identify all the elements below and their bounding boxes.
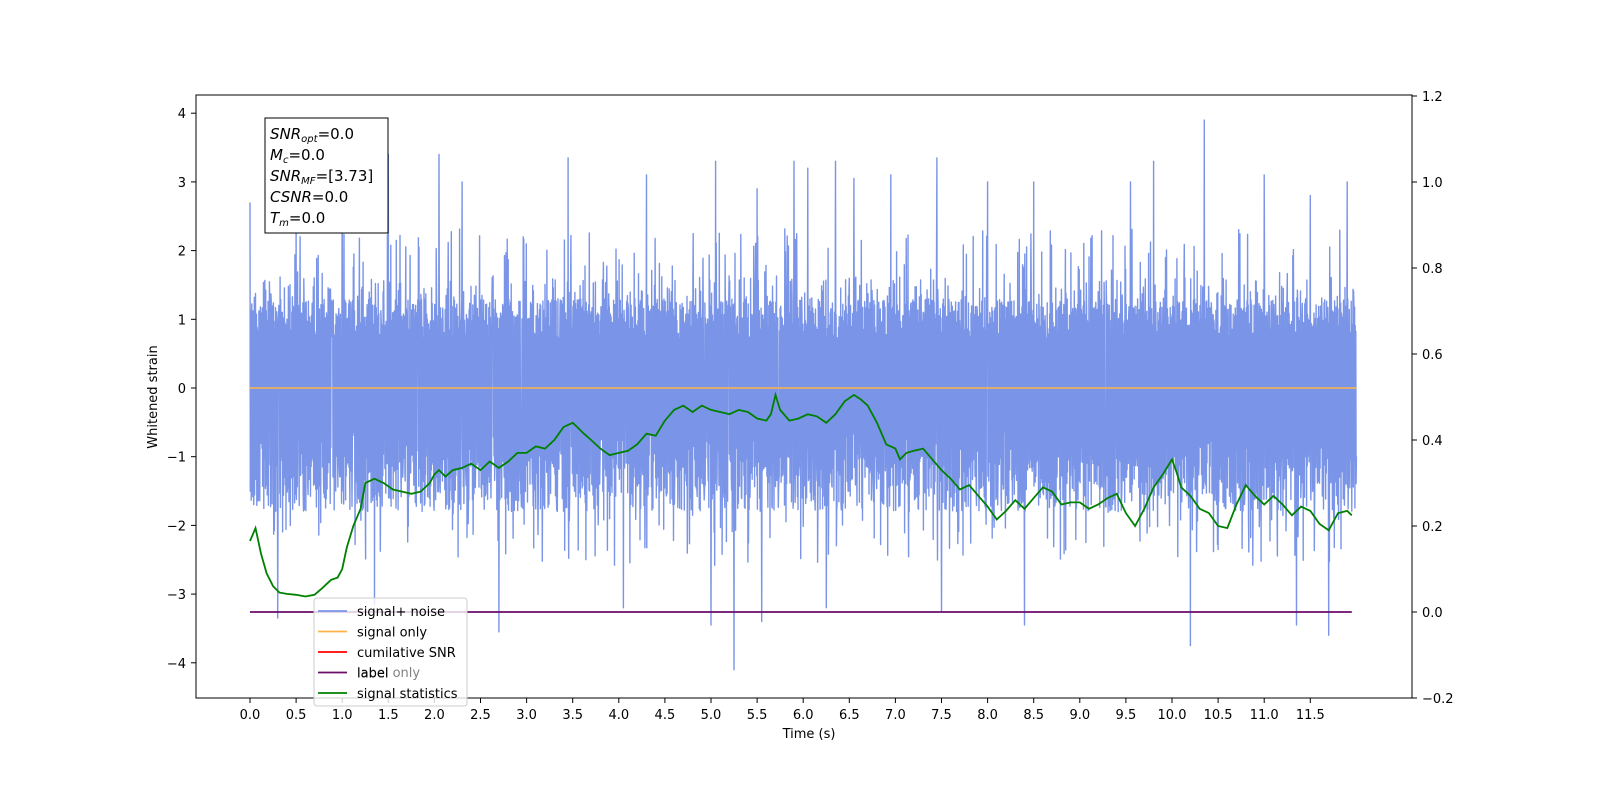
info-line: CSNR=0.0: [270, 188, 348, 206]
series-signal-noise: [249, 119, 1358, 671]
y-left-tick-label: −2: [167, 519, 186, 534]
x-tick-label: 9.5: [1116, 708, 1137, 723]
y-right-tick-label: 1.2: [1422, 90, 1443, 105]
legend-entry: signal statistics: [357, 687, 458, 702]
x-tick-label: 11.5: [1296, 708, 1325, 723]
x-tick-label: 1.0: [332, 708, 353, 723]
x-tick-label: 7.5: [931, 708, 952, 723]
legend-entry: signal only: [357, 626, 427, 641]
y-left-tick-label: −3: [167, 588, 186, 603]
x-tick-label: 4.0: [608, 708, 629, 723]
plot-frame: [195, 94, 1413, 699]
y-left-tick-label: −1: [167, 451, 186, 466]
axes-layer: 0.0 0.5 1.0 1.5 2.0 2.5 3.0 3.5 4.0 4.5 5.0 5.5 6.0 6…: [146, 90, 1454, 742]
y-left-tick-label: 1: [178, 313, 186, 328]
x-tick-label: 8.0: [977, 708, 998, 723]
y-axis-label: Whitened strain: [146, 345, 161, 448]
x-tick-label: 3.5: [562, 708, 583, 723]
info-line: SNRopt=0.0: [270, 125, 354, 145]
legend-ghost-text: label only: [357, 666, 420, 681]
y-left-tick-label: 2: [178, 245, 186, 260]
legend: signal+ noise signal only cumilative SNR la…: [313, 597, 468, 707]
info-line: Mc=0.0: [270, 146, 325, 166]
x-tick-label: 11.0: [1250, 708, 1279, 723]
x-tick-label: 4.5: [655, 708, 676, 723]
x-tick-label: 7.0: [885, 708, 906, 723]
y-right-tick-label: 0.8: [1422, 262, 1443, 277]
x-tick-label: 8.5: [1023, 708, 1044, 723]
y-left-tick-label: −4: [167, 657, 186, 672]
x-tick-label: 0.0: [240, 708, 261, 723]
x-tick-label: 0.5: [286, 708, 307, 723]
info-line: SNRMF=[3.73]: [270, 167, 373, 187]
x-tick-label: 2.5: [470, 708, 491, 723]
y-right-tick-label: 0.0: [1422, 606, 1443, 621]
y-right-tick-label: −0.2: [1422, 692, 1454, 707]
x-tick-label: 5.0: [701, 708, 722, 723]
x-tick-label: 1.5: [378, 708, 399, 723]
legend-entry: cumilative SNR: [357, 646, 456, 661]
info-box-frame: [264, 117, 389, 234]
y-left-tick-label: 0: [178, 382, 186, 397]
y-left-tick-label: 4: [178, 107, 186, 122]
info-line: Tm=0.0: [270, 209, 325, 229]
y-right-tick-label: 0.4: [1422, 434, 1443, 449]
y-left-tick-label: 3: [178, 176, 186, 191]
series-layer: [249, 119, 1358, 671]
series-signal-statistics: [249, 391, 1353, 598]
x-tick-label: 10.5: [1204, 708, 1233, 723]
legend-entry: label: [357, 667, 388, 682]
x-tick-label: 3.0: [516, 708, 537, 723]
x-tick-label: 9.0: [1069, 708, 1090, 723]
y-right-tick-label: 1.0: [1422, 176, 1443, 191]
y-right-tick-label: 0.6: [1422, 348, 1443, 363]
y-right-tick-label: 0.2: [1422, 520, 1443, 535]
x-tick-label: 6.0: [793, 708, 814, 723]
x-axis-label: Time (s): [782, 727, 836, 742]
x-tick-label: 5.5: [747, 708, 768, 723]
x-tick-label: 6.5: [839, 708, 860, 723]
x-tick-label: 2.0: [424, 708, 445, 723]
x-tick-label: 10.0: [1158, 708, 1187, 723]
legend-frame: [313, 597, 468, 707]
legend-entry: signal+ noise: [357, 605, 445, 620]
